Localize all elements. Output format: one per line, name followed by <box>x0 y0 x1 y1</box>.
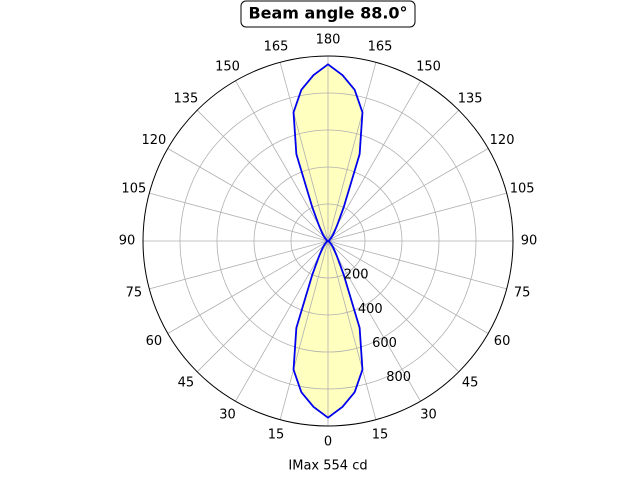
x-tick-label: 75 <box>514 286 531 301</box>
x-tick-label: 120 <box>142 133 167 148</box>
x-tick-label: 120 <box>490 133 515 148</box>
series-line <box>292 63 364 419</box>
y-tick-label: 600 <box>372 336 397 351</box>
x-tick-label: 165 <box>264 39 289 54</box>
x-tick-label: 150 <box>215 59 240 74</box>
grid-spoke <box>167 148 329 242</box>
grid-spoke <box>327 240 507 290</box>
polar-frame <box>142 55 514 427</box>
grid-spoke <box>149 192 329 242</box>
x-tick-label: 180 <box>316 33 341 48</box>
x-tick-label: 60 <box>494 334 511 349</box>
grid-spoke <box>327 62 377 242</box>
x-tick-label: 0 <box>324 435 332 450</box>
grid-spoke <box>235 80 329 242</box>
grid-spoke <box>327 192 507 242</box>
x-tick-label: 15 <box>372 428 389 443</box>
x-tick-label: 60 <box>146 334 163 349</box>
grid-spoke <box>327 80 421 242</box>
y-tick-label: 400 <box>358 302 383 317</box>
x-tick-label: 105 <box>510 181 535 196</box>
x-tick-label: 30 <box>420 408 437 423</box>
grid-spoke <box>327 240 377 420</box>
x-tick-label: 150 <box>416 59 441 74</box>
x-tick-label: 165 <box>368 39 393 54</box>
x-tick-label: 30 <box>219 408 236 423</box>
grid-spoke <box>327 240 421 402</box>
grid-spoke <box>196 109 329 242</box>
grid-spoke <box>327 240 489 334</box>
grid-spoke <box>196 240 329 373</box>
x-tick-label: 135 <box>173 91 198 106</box>
x-tick-label: 75 <box>126 286 143 301</box>
grid-spoke <box>327 240 460 373</box>
x-axis-label: IMax 554 cd <box>288 459 367 474</box>
y-tick-label: 200 <box>344 268 369 283</box>
grid-spoke <box>235 240 329 402</box>
x-tick-label: 90 <box>119 234 136 249</box>
title-box <box>240 0 416 28</box>
x-tick-label: 15 <box>268 428 285 443</box>
grid-spoke <box>327 148 489 242</box>
x-tick-label: 90 <box>521 234 538 249</box>
chart-title: Beam angle 88.0° <box>248 4 407 23</box>
x-tick-label: 45 <box>462 376 479 391</box>
grid-spoke <box>279 240 329 420</box>
grid-spoke <box>327 109 460 242</box>
grid-spoke <box>167 240 329 334</box>
grid-spoke <box>149 240 329 290</box>
x-tick-label: 105 <box>121 181 146 196</box>
x-tick-label: 45 <box>178 376 195 391</box>
grid-spoke <box>279 62 329 242</box>
y-tick-label: 800 <box>386 370 411 385</box>
x-tick-label: 135 <box>458 91 483 106</box>
